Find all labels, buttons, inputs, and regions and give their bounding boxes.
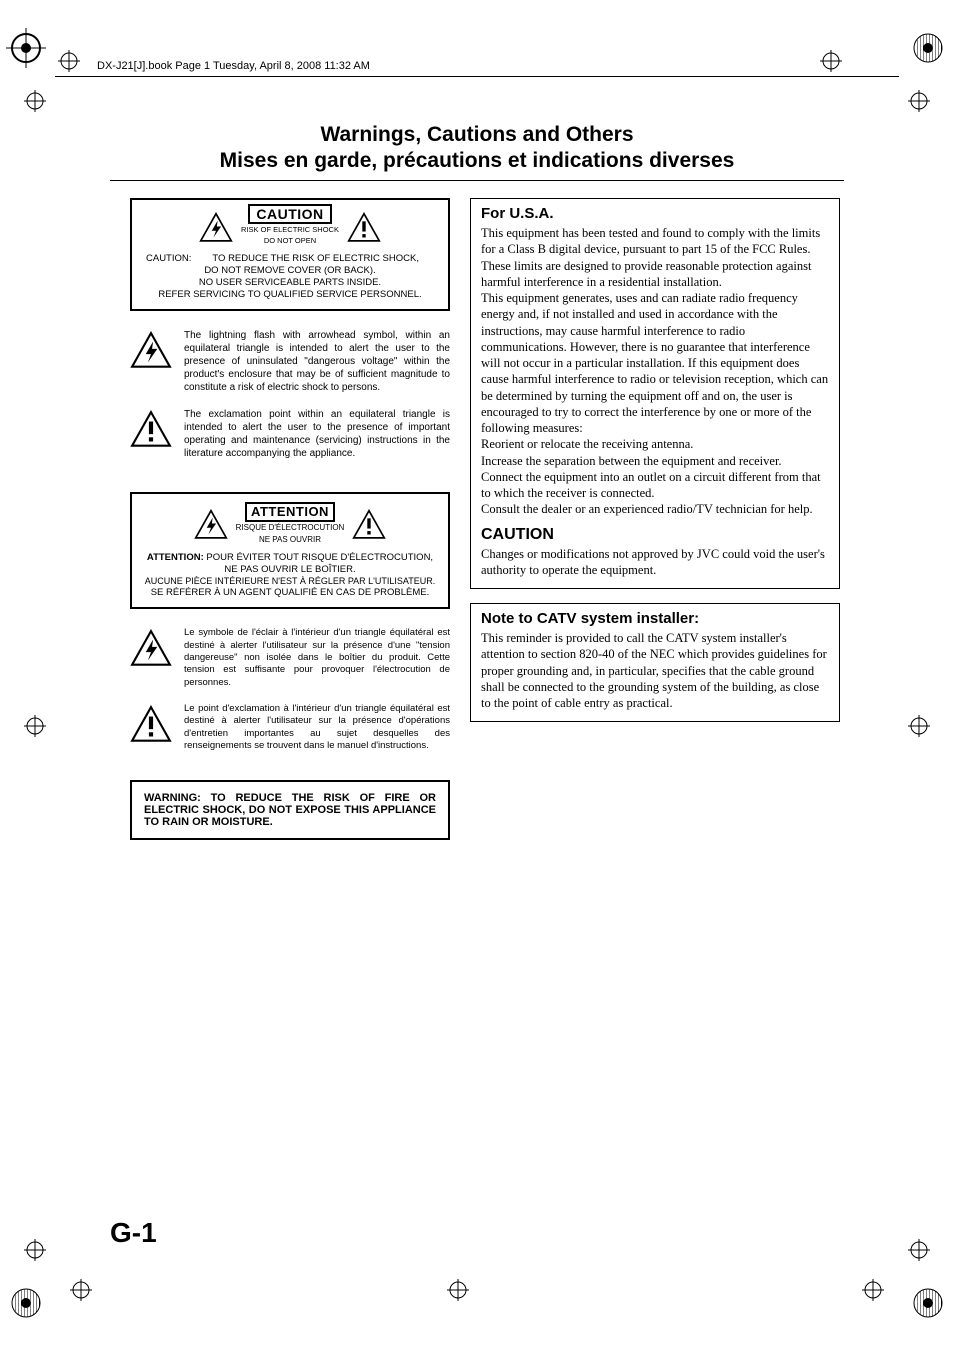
bolt-text-fr: Le symbole de l'éclair à l'intérieur d'u… <box>184 627 450 689</box>
regmark-icon <box>6 28 46 68</box>
page-title: Warnings, Cautions and Others Mises en g… <box>110 122 844 175</box>
title-line2: Mises en garde, précautions et indicatio… <box>220 149 735 172</box>
usa-caution-heading: CAUTION <box>481 526 829 544</box>
catv-box: Note to CATV system installer: This remi… <box>470 603 840 722</box>
attention-box-fr: ATTENTION RISQUE D'ÉLECTROCUTION NE PAS … <box>130 492 450 610</box>
title-line1: Warnings, Cautions and Others <box>320 123 633 146</box>
caution-sub2: DO NOT OPEN <box>264 236 316 245</box>
attention-body1: POUR ÉVITER TOUT RISQUE D'ÉLECTROCUTION, <box>204 552 433 563</box>
attention-body2: NE PAS OUVRIR LE BOÎTIER. <box>224 564 355 575</box>
attention-body-label: ATTENTION: <box>147 552 204 563</box>
attention-label: ATTENTION <box>245 502 335 522</box>
warning-box: WARNING: TO REDUCE THE RISK OF FIRE OR E… <box>130 780 450 840</box>
crosshair-icon <box>908 715 930 737</box>
crosshair-icon <box>24 90 46 112</box>
crosshair-icon <box>908 90 930 112</box>
right-column: For U.S.A. This equipment has been teste… <box>470 198 840 736</box>
catv-body: This reminder is provided to call the CA… <box>481 630 829 711</box>
crosshair-icon <box>820 50 842 72</box>
exclamation-triangle-icon <box>347 212 381 242</box>
usa-heading: For U.S.A. <box>481 205 829 222</box>
caution-sub1: RISK OF ELECTRIC SHOCK <box>241 225 339 234</box>
caution-label: CAUTION <box>248 204 331 224</box>
usa-p5: Connect the equipment into an outlet on … <box>481 469 829 502</box>
bolt-explanation-en: The lightning flash with arrowhead symbo… <box>130 329 450 394</box>
exclamation-triangle-icon <box>130 705 172 743</box>
attention-body3: AUCUNE PIÈCE INTÉRIEURE N'EST À RÉGLER P… <box>145 576 436 586</box>
excl-text-en: The exclamation point within an equilate… <box>184 408 450 460</box>
bolt-triangle-icon <box>199 212 233 242</box>
bolt-triangle-icon <box>130 629 172 667</box>
exclamation-triangle-icon <box>352 509 386 539</box>
regmark-icon <box>6 1283 46 1323</box>
caution-body5: REFER SERVICING TO QUALIFIED SERVICE PER… <box>158 289 421 300</box>
crosshair-icon <box>862 1279 884 1301</box>
usa-p3: Reorient or relocate the receiving anten… <box>481 436 829 452</box>
bolt-triangle-icon <box>194 509 228 539</box>
attention-sub1: RISQUE D'ÉLECTROCUTION <box>236 523 345 532</box>
usa-p4: Increase the separation between the equi… <box>481 453 829 469</box>
caution-body3: DO NOT REMOVE COVER (OR BACK). <box>204 265 375 276</box>
page-number: G-1 <box>110 1217 157 1249</box>
bolt-text-en: The lightning flash with arrowhead symbo… <box>184 329 450 394</box>
usa-caution-body: Changes or modifications not approved by… <box>481 546 829 579</box>
usa-p1: This equipment has been tested and found… <box>481 225 829 290</box>
caution-box-en: CAUTION RISK OF ELECTRIC SHOCK DO NOT OP… <box>130 198 450 311</box>
crosshair-icon <box>70 1279 92 1301</box>
bolt-triangle-icon <box>130 331 172 369</box>
crosshair-icon <box>58 50 80 72</box>
usa-box: For U.S.A. This equipment has been teste… <box>470 198 840 589</box>
header-rule <box>55 76 899 77</box>
attention-body4: SE RÉFÉRER À UN AGENT QUALIFIÉ EN CAS DE… <box>151 587 430 598</box>
running-header: DX-J21[J].book Page 1 Tuesday, April 8, … <box>97 60 370 72</box>
left-column: CAUTION RISK OF ELECTRIC SHOCK DO NOT OP… <box>130 198 450 840</box>
usa-p2: This equipment generates, uses and can r… <box>481 290 829 436</box>
crosshair-icon <box>447 1279 469 1301</box>
page: DX-J21[J].book Page 1 Tuesday, April 8, … <box>0 0 954 1351</box>
regmark-icon <box>908 28 948 68</box>
exclamation-triangle-icon <box>130 410 172 448</box>
caution-body-label: CAUTION: <box>146 253 191 265</box>
crosshair-icon <box>24 715 46 737</box>
exclamation-explanation-en: The exclamation point within an equilate… <box>130 408 450 460</box>
attention-sub2: NE PAS OUVRIR <box>259 535 321 544</box>
bolt-explanation-fr: Le symbole de l'éclair à l'intérieur d'u… <box>130 627 450 689</box>
excl-text-fr: Le point d'exclamation à l'intérieur d'u… <box>184 703 450 752</box>
title-rule <box>110 180 844 181</box>
crosshair-icon <box>908 1239 930 1261</box>
caution-body2: TO REDUCE THE RISK OF ELECTRIC SHOCK, <box>212 253 419 264</box>
regmark-icon <box>908 1283 948 1323</box>
exclamation-explanation-fr: Le point d'exclamation à l'intérieur d'u… <box>130 703 450 752</box>
crosshair-icon <box>24 1239 46 1261</box>
usa-p6: Consult the dealer or an experienced rad… <box>481 501 829 517</box>
catv-heading: Note to CATV system installer: <box>481 610 829 627</box>
caution-body4: NO USER SERVICEABLE PARTS INSIDE. <box>199 277 381 288</box>
